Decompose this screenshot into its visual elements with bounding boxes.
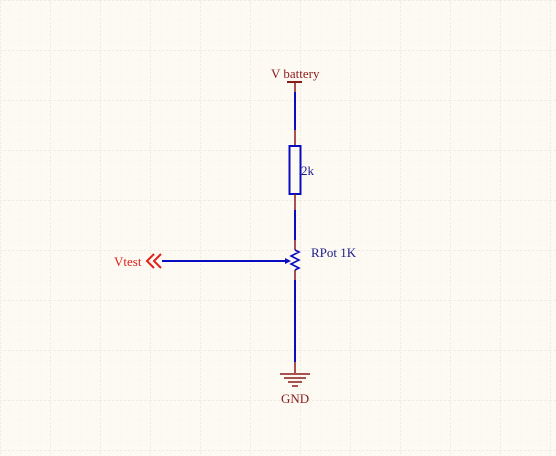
potentiometer-rpot-1k[interactable]: RPot 1K — [285, 240, 357, 280]
port-chevron-outer-icon — [145, 253, 155, 269]
ground-label: GND — [281, 391, 309, 406]
port-vtest[interactable]: Vtest — [114, 253, 162, 269]
pot-label: RPot 1K — [311, 245, 357, 260]
resistor-2k[interactable]: 2k — [288, 130, 315, 210]
power-label: V battery — [271, 66, 320, 81]
ground-port-gnd[interactable]: GND — [280, 362, 310, 406]
port-label: Vtest — [114, 254, 142, 269]
power-port-v-battery[interactable]: V battery — [271, 66, 320, 92]
pot-wiper-arrow-icon — [285, 258, 291, 264]
pot-zigzag-body — [289, 249, 301, 271]
port-chevron-inner-icon — [152, 253, 162, 269]
resistor-value-label: 2k — [301, 163, 315, 178]
